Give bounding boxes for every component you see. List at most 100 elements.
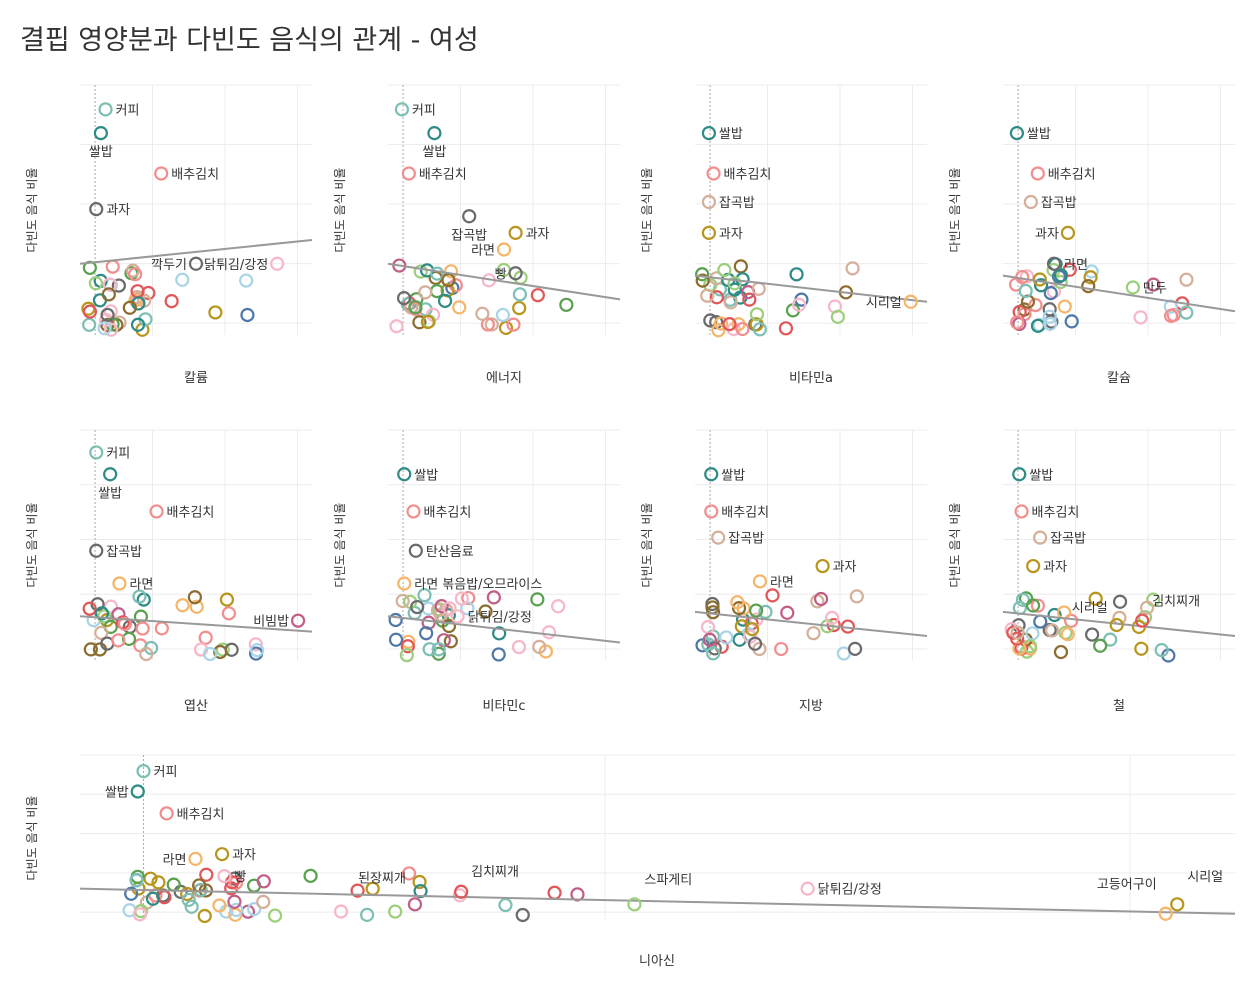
data-point-잡곡밥 xyxy=(711,530,726,545)
data-point xyxy=(1019,269,1035,284)
data-point xyxy=(399,648,414,663)
data-label: 과자 xyxy=(526,227,550,242)
data-label: 배추김치 xyxy=(721,505,769,520)
x-axis-label: 칼륨 xyxy=(184,371,208,386)
trend-line xyxy=(79,615,313,633)
data-point xyxy=(115,615,130,630)
data-point-스파게티 xyxy=(627,897,642,912)
data-point xyxy=(124,886,139,901)
data-point xyxy=(401,866,417,881)
trend-line xyxy=(694,610,928,637)
data-point xyxy=(1043,285,1058,301)
data-point xyxy=(1093,638,1108,653)
data-label: 라면 볶음밥/오므라이스 xyxy=(414,578,542,593)
data-label: 비빔밥 xyxy=(253,615,289,630)
data-point xyxy=(442,601,457,616)
data-point xyxy=(111,633,126,648)
data-point-빵 xyxy=(217,869,232,884)
data-label: 잡곡밥 xyxy=(106,545,142,560)
data-point xyxy=(117,616,133,632)
data-point xyxy=(333,904,349,919)
data-point-라면 xyxy=(112,576,127,591)
data-label: 시리얼 xyxy=(866,296,902,311)
data-point xyxy=(735,321,750,337)
data-point-과자 xyxy=(815,558,830,574)
data-point xyxy=(199,867,214,882)
data-label: 닭튀김/강정 xyxy=(204,258,268,273)
data-point xyxy=(475,306,490,321)
data-point xyxy=(1139,600,1155,615)
data-label: 쌀밥 xyxy=(719,127,743,142)
data-point xyxy=(198,630,213,645)
x-axis-label: 에너지 xyxy=(486,371,522,386)
trend-line xyxy=(387,615,621,644)
data-point-배추김치 xyxy=(154,166,169,181)
data-point xyxy=(1084,264,1099,279)
data-point xyxy=(745,622,760,637)
data-point xyxy=(551,599,566,614)
y-axis-label: 다빈도 음식 비율 xyxy=(333,168,347,253)
data-point-시리얼 xyxy=(1109,617,1124,633)
data-point xyxy=(512,287,528,302)
data-point xyxy=(765,588,780,603)
data-point xyxy=(1137,610,1153,625)
data-point xyxy=(166,877,181,892)
data-point-쌀밥 xyxy=(93,126,108,141)
data-point xyxy=(723,295,738,310)
data-point xyxy=(530,288,545,303)
data-point xyxy=(410,599,425,615)
data-point xyxy=(702,632,717,647)
data-point-된장찌개 xyxy=(407,897,423,912)
x-axis-label: 비타민c xyxy=(482,699,525,714)
data-point xyxy=(83,642,98,657)
data-point xyxy=(443,264,459,279)
data-point xyxy=(400,639,415,654)
data-point xyxy=(215,642,230,657)
data-point xyxy=(180,886,195,902)
x-axis-label: 칼슘 xyxy=(1107,371,1131,386)
data-point xyxy=(1112,610,1127,625)
data-point xyxy=(224,642,239,657)
data-label: 잡곡밥 xyxy=(728,532,764,547)
data-point xyxy=(515,907,530,923)
data-label: 커피 xyxy=(412,103,436,118)
data-point xyxy=(420,314,435,330)
data-point xyxy=(82,304,98,319)
data-point-닭튀김/강정 xyxy=(450,609,465,624)
data-point xyxy=(175,598,190,613)
data-label: 쌀밥 xyxy=(721,468,745,483)
data-point xyxy=(1010,631,1025,646)
data-point xyxy=(175,272,190,287)
data-point-라면 xyxy=(496,242,512,257)
data-point-배추김치 xyxy=(401,166,416,181)
data-point xyxy=(511,639,527,655)
data-point-닭튀김/강정 xyxy=(800,881,815,896)
data-point xyxy=(256,874,271,889)
data-point xyxy=(749,603,764,618)
trend-line xyxy=(1002,274,1236,313)
data-point xyxy=(1179,305,1194,320)
data-point xyxy=(454,591,469,606)
data-point xyxy=(486,590,501,605)
data-point xyxy=(1179,272,1194,287)
data-label: 고등어구이 xyxy=(1097,878,1157,893)
data-point xyxy=(541,625,557,640)
data-label: 시리얼 xyxy=(1072,601,1108,616)
data-label: 만두 xyxy=(1143,282,1167,297)
data-point xyxy=(719,630,734,645)
data-point xyxy=(434,598,449,614)
data-point xyxy=(1025,598,1041,613)
data-point-시리얼 xyxy=(1170,897,1185,912)
data-point xyxy=(1018,283,1033,299)
data-label: 빵 xyxy=(495,267,507,282)
data-point xyxy=(229,902,244,917)
data-point xyxy=(132,907,148,922)
data-point-커피 xyxy=(136,763,151,779)
data-label: 잡곡밥 xyxy=(451,228,487,243)
data-point-시리얼 xyxy=(903,294,918,309)
data-point-배추김치 xyxy=(704,504,719,519)
data-point-라면 xyxy=(188,851,203,866)
data-point xyxy=(749,307,765,322)
